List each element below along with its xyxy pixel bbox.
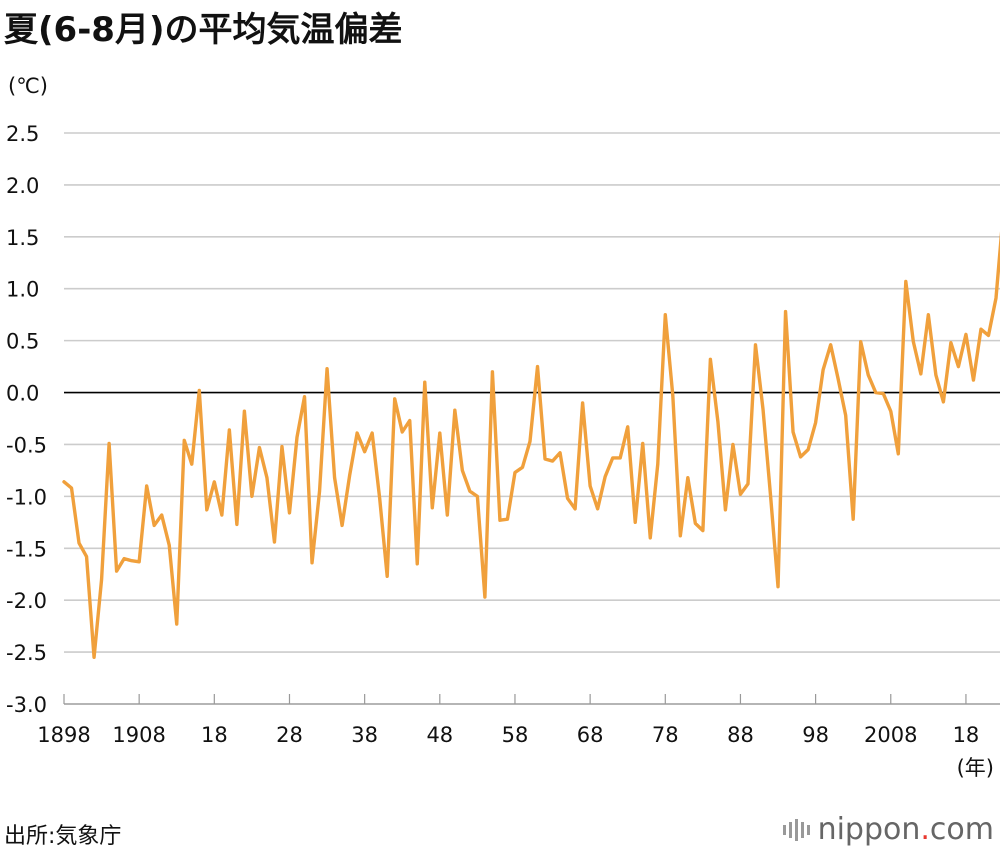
y-tick-label: -1.0: [6, 485, 47, 509]
y-axis-unit-label: (℃): [8, 74, 48, 98]
chart-title: 夏(6-8月)の平均気温偏差: [4, 10, 403, 50]
brand-name: nippon: [817, 812, 921, 847]
y-axis-ticks: 2.5 2.0 1.5 1.0 0.5 0.0 -0.5 -1.0 -1.5 -2.0 -2.5 -3…: [6, 122, 47, 717]
source-credit: 出所:気象庁: [4, 824, 122, 849]
brand-tld: com: [929, 812, 994, 847]
brand-mark-icon: [782, 818, 810, 841]
y-tick-label: 0.0: [6, 382, 39, 406]
x-tick-label: 18: [953, 723, 980, 747]
y-tick-label: 1.0: [6, 278, 39, 302]
x-axis: 1898 1908 18 28 38 48 58 68 78 88 98 2008 18: [37, 694, 1000, 747]
x-tick-label: 18: [201, 723, 228, 747]
brand-dot: .: [920, 812, 930, 847]
y-tick-label: -2.5: [6, 641, 47, 665]
y-tick-label: 2.5: [6, 122, 39, 146]
y-tick-label: -3.0: [6, 693, 47, 717]
x-tick-label: 58: [502, 723, 529, 747]
x-tick-label: 48: [426, 723, 453, 747]
x-tick-label: 78: [652, 723, 679, 747]
x-tick-label: 88: [727, 723, 754, 747]
y-tick-label: -0.5: [6, 433, 47, 457]
y-tick-label: -2.0: [6, 589, 47, 613]
y-tick-label: 0.5: [6, 330, 39, 354]
x-axis-unit-label: (年): [956, 756, 994, 780]
series-lines: [62, 231, 1000, 659]
x-tick-label: 1908: [112, 723, 165, 747]
y-tick-label: 1.5: [6, 226, 39, 250]
y-tick-label: 2.0: [6, 174, 39, 198]
x-tick-label: 68: [577, 723, 604, 747]
y-tick-label: -1.5: [6, 537, 47, 561]
x-tick-label: 1898: [37, 723, 90, 747]
x-tick-label: 28: [276, 723, 303, 747]
x-tick-label: 38: [351, 723, 378, 747]
nippon-com-logo: nippon. com: [782, 812, 994, 847]
grid-lines: [64, 132, 1000, 705]
x-tick-label: 98: [802, 723, 829, 747]
series-line-0: [62, 231, 1000, 659]
x-tick-label: 2008: [864, 723, 917, 747]
